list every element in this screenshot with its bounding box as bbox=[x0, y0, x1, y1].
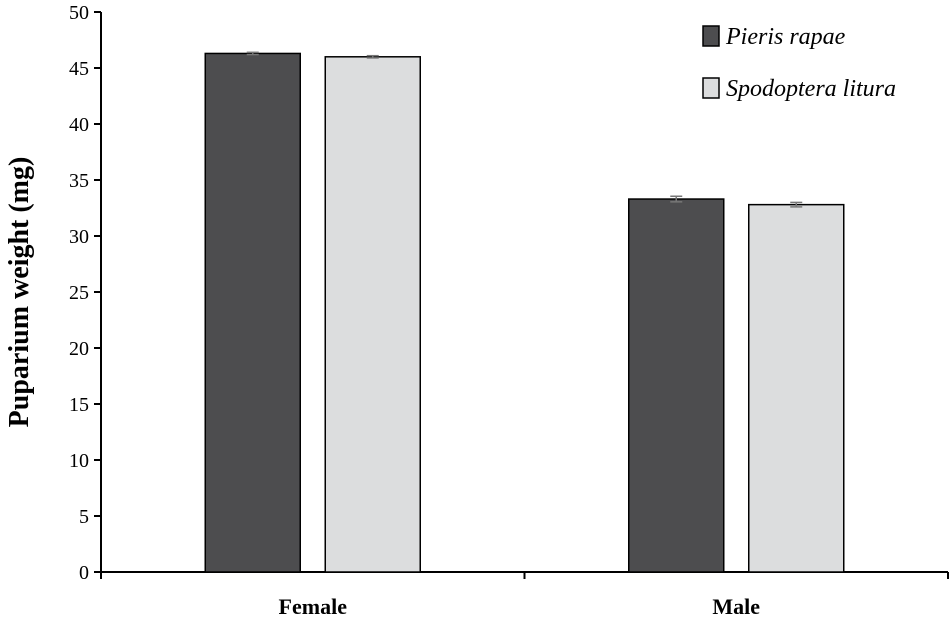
y-tick-label: 40 bbox=[69, 114, 89, 136]
y-ticks: 0 5 10 15 20 25 30 35 40 45 50 bbox=[69, 2, 101, 584]
y-tick-label: 15 bbox=[69, 394, 89, 416]
bar bbox=[204, 52, 301, 573]
y-tick-label: 5 bbox=[79, 506, 89, 528]
bar bbox=[324, 56, 421, 573]
legend: Pieris rapae Spodoptera litura bbox=[702, 24, 896, 102]
bar bbox=[748, 203, 845, 573]
y-tick-label: 30 bbox=[69, 226, 89, 248]
legend-label: Spodoptera litura bbox=[726, 76, 896, 102]
y-tick-label: 0 bbox=[79, 562, 89, 584]
y-tick-label: 20 bbox=[69, 338, 89, 360]
x-tick-label: Female bbox=[279, 594, 348, 619]
x-tick-label: Male bbox=[712, 594, 760, 619]
bars bbox=[204, 51, 845, 573]
legend-swatch bbox=[702, 77, 720, 99]
y-tick-label: 25 bbox=[69, 282, 89, 304]
y-tick-label: 35 bbox=[69, 170, 89, 192]
y-tick-label: 45 bbox=[69, 58, 89, 80]
bar bbox=[628, 198, 725, 573]
x-tick-labels: Female Male bbox=[279, 594, 761, 619]
y-tick-label: 50 bbox=[69, 2, 89, 24]
legend-label: Pieris rapae bbox=[725, 24, 846, 50]
legend-swatch bbox=[702, 25, 720, 47]
y-tick-label: 10 bbox=[69, 450, 89, 472]
y-axis-title: Puparium weight (mg) bbox=[4, 157, 35, 428]
